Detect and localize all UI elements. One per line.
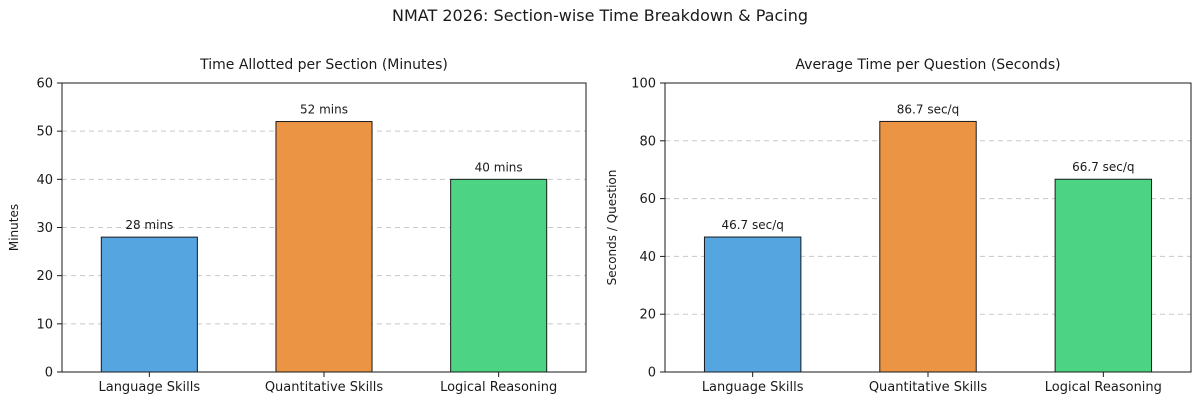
y-axis-label: Seconds / Question	[605, 170, 619, 286]
bar	[1054, 178, 1153, 373]
data-label: 86.7 sec/q	[897, 102, 959, 116]
x-tick-label: Language Skills	[702, 380, 804, 395]
x-tick-label: Logical Reasoning	[1045, 380, 1162, 395]
bar	[275, 121, 373, 373]
data-label: 66.7 sec/q	[1072, 160, 1134, 174]
data-label: 46.7 sec/q	[721, 218, 783, 232]
y-tick-label: 60	[639, 192, 656, 207]
y-tick-label: 50	[36, 125, 53, 140]
data-label: 40 mins	[475, 160, 523, 174]
y-tick-label: 20	[36, 269, 53, 284]
figure-title: NMAT 2026: Section-wise Time Breakdown &…	[392, 6, 808, 25]
y-tick-label: 40	[639, 250, 656, 265]
chart-title: Time Allotted per Section (Minutes)	[199, 57, 448, 73]
bar	[879, 120, 977, 373]
bar	[100, 236, 198, 373]
x-tick-label: Logical Reasoning	[440, 380, 557, 395]
plot-frame	[664, 82, 1192, 373]
x-tick-label: Quantitative Skills	[265, 380, 384, 395]
bar	[450, 178, 548, 373]
data-label: 28 mins	[125, 218, 173, 232]
data-label: 52 mins	[300, 103, 348, 117]
bar	[703, 236, 802, 373]
y-tick-label: 0	[648, 366, 656, 381]
x-tick-label: Quantitative Skills	[869, 380, 988, 395]
chart-title: Average Time per Question (Seconds)	[795, 57, 1060, 73]
y-tick-label: 10	[36, 317, 53, 332]
y-tick-label: 100	[631, 77, 656, 92]
chart-panel-1: 28 mins Language Skills 52 mins Quantitativ…	[7, 57, 587, 395]
plot-frame	[61, 82, 587, 373]
y-tick-label: 80	[639, 134, 656, 149]
y-tick-label: 20	[639, 308, 656, 323]
y-tick-label: 0	[45, 366, 53, 381]
y-tick-label: 40	[36, 173, 53, 188]
y-tick-label: 60	[36, 77, 53, 92]
chart-panel-2: 46.7 sec/q Language Skills 86.7 sec/q Quant…	[605, 57, 1192, 395]
x-tick-label: Language Skills	[98, 380, 200, 395]
y-tick-label: 30	[36, 221, 53, 236]
y-axis-label: Minutes	[7, 204, 21, 251]
